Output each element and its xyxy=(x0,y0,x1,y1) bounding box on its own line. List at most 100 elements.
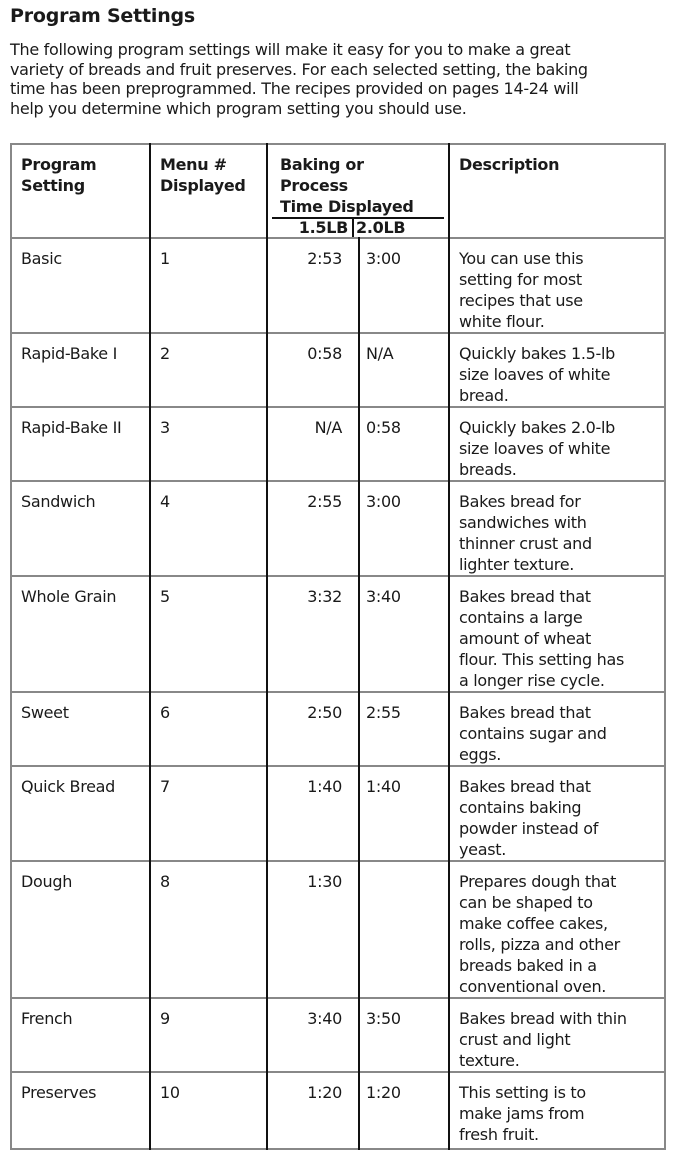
time-1-5lb-cell: 3:32 xyxy=(267,575,360,692)
description-line: make coffee cakes, xyxy=(459,914,608,933)
menu-number-cell: 4 xyxy=(150,480,268,576)
time-2-0lb-cell: 3:40 xyxy=(359,575,450,692)
description-line: bread. xyxy=(459,386,509,405)
table-row: Sweet 6 2:50 2:55 Bakes bread that contains s… xyxy=(11,691,665,766)
menu-number-cell: 5 xyxy=(150,575,268,692)
description-line: thinner crust and xyxy=(459,534,592,553)
menu-number-cell: 7 xyxy=(150,765,268,861)
description-line: Bakes bread with thin xyxy=(459,1009,627,1028)
description-line: rolls, pizza and other xyxy=(459,935,620,954)
intro-line: The following program settings will make… xyxy=(10,40,571,59)
description-line: yeast. xyxy=(459,840,507,859)
description-line: texture. xyxy=(459,1051,520,1070)
description-line: conventional oven. xyxy=(459,977,607,996)
program-setting-cell: Preserves xyxy=(11,1071,151,1149)
description-line: flour. This setting has xyxy=(459,650,625,669)
menu-number-cell: 9 xyxy=(150,997,268,1072)
table-row: Whole Grain 5 3:32 3:40 Bakes bread that cont… xyxy=(11,575,665,692)
intro-line: help you determine which program setting… xyxy=(10,98,467,118)
header-2-0lb: 2.0LB xyxy=(356,218,406,237)
description-line: Bakes bread that xyxy=(459,587,591,606)
time-1-5lb-cell: 1:20 xyxy=(267,1071,360,1149)
intro-paragraph: The following program settings will make… xyxy=(10,40,670,118)
description-line: contains sugar and xyxy=(459,724,607,743)
header-1-5lb: 1.5LB xyxy=(268,219,354,237)
time-1-5lb-cell: 2:50 xyxy=(267,691,360,766)
description-cell: Quickly bakes 1.5-lb size loaves of white… xyxy=(449,332,665,407)
header-time-displayed: Baking or Process Time Displayed 1.5LB 2.0… xyxy=(267,144,450,238)
description-line: size loaves of white xyxy=(459,365,611,384)
time-2-0lb-cell: 3:50 xyxy=(359,997,450,1072)
description-line: You can use this xyxy=(459,249,584,268)
header-description: Description xyxy=(459,155,560,174)
menu-number-cell: 8 xyxy=(150,860,268,998)
description-line: sandwiches with xyxy=(459,513,587,532)
description-line: lighter texture. xyxy=(459,555,575,574)
description-line: crust and light xyxy=(459,1030,571,1049)
table-row: Preserves 10 1:20 1:20 This setting is to mak… xyxy=(11,1071,665,1149)
description-cell: Bakes bread with thin crust and light text… xyxy=(449,997,665,1072)
program-setting-cell: Quick Bread xyxy=(11,765,151,861)
description-line: setting for most xyxy=(459,270,582,289)
table-row: French 9 3:40 3:50 Bakes bread with thin crus… xyxy=(11,997,665,1072)
menu-number-cell: 3 xyxy=(150,406,268,481)
description-line: breads baked in a xyxy=(459,956,597,975)
description-line: Bakes bread that xyxy=(459,703,591,722)
table-row: Sandwich 4 2:55 3:00 Bakes bread for sandwich… xyxy=(11,480,665,576)
time-2-0lb-cell: N/A xyxy=(359,332,450,407)
time-1-5lb-cell: N/A xyxy=(267,406,360,481)
program-setting-cell: Sweet xyxy=(11,691,151,766)
description-line: size loaves of white xyxy=(459,439,611,458)
time-1-5lb-cell: 2:55 xyxy=(267,480,360,576)
table-row: Basic 1 2:53 3:00 You can use this setting fo… xyxy=(11,237,665,333)
time-1-5lb-cell: 0:58 xyxy=(267,332,360,407)
description-line: fresh fruit. xyxy=(459,1125,539,1144)
table-header-row: Program Setting Menu # Displayed Baking or… xyxy=(11,144,665,238)
description-line: breads. xyxy=(459,460,517,479)
description-line: This setting is to xyxy=(459,1083,586,1102)
description-line: can be shaped to xyxy=(459,893,593,912)
time-2-0lb-cell: 3:00 xyxy=(359,480,450,576)
description-line: Prepares dough that xyxy=(459,872,617,891)
time-1-5lb-cell: 1:30 xyxy=(267,860,360,998)
description-cell: Bakes bread that contains a large amount o… xyxy=(449,575,665,692)
description-line: powder instead of xyxy=(459,819,599,838)
description-line: Quickly bakes 1.5-lb xyxy=(459,344,615,363)
table-row: Rapid-Bake II 3 N/A 0:58 Quickly bakes 2.0-l… xyxy=(11,406,665,481)
description-line: amount of wheat xyxy=(459,629,591,648)
program-setting-cell: Whole Grain xyxy=(11,575,151,692)
table-row: Rapid-Bake I 2 0:58 N/A Quickly bakes 1.5-lb… xyxy=(11,332,665,407)
menu-number-cell: 6 xyxy=(150,691,268,766)
description-line: make jams from xyxy=(459,1104,585,1123)
description-line: eggs. xyxy=(459,745,502,764)
intro-line: time has been preprogrammed. The recipes… xyxy=(10,79,579,98)
description-line: Quickly bakes 2.0-lb xyxy=(459,418,615,437)
description-line: contains a large xyxy=(459,608,583,627)
time-2-0lb-cell: 1:20 xyxy=(359,1071,450,1149)
table-row: Quick Bread 7 1:40 1:40 Bakes bread that cont… xyxy=(11,765,665,861)
menu-number-cell: 10 xyxy=(150,1071,268,1149)
time-2-0lb-cell: 2:55 xyxy=(359,691,450,766)
time-1-5lb-cell: 3:40 xyxy=(267,997,360,1072)
program-setting-cell: Rapid-Bake I xyxy=(11,332,151,407)
time-1-5lb-cell: 2:53 xyxy=(267,237,360,333)
time-2-0lb-cell: 1:40 xyxy=(359,765,450,861)
description-line: contains baking xyxy=(459,798,582,817)
time-2-0lb-cell xyxy=(359,860,450,998)
program-setting-cell: Sandwich xyxy=(11,480,151,576)
time-2-0lb-cell: 0:58 xyxy=(359,406,450,481)
description-line: white flour. xyxy=(459,312,545,331)
header-program-setting: Program Setting xyxy=(11,144,151,238)
description-cell: This setting is to make jams from fresh fr… xyxy=(449,1071,665,1149)
time-1-5lb-cell: 1:40 xyxy=(267,765,360,861)
description-cell: You can use this setting for most recipes … xyxy=(449,237,665,333)
program-setting-cell: French xyxy=(11,997,151,1072)
page-title: Program Settings xyxy=(10,5,196,27)
description-line: Bakes bread for xyxy=(459,492,581,511)
intro-line: variety of breads and fruit preserves. F… xyxy=(10,59,588,79)
description-cell: Bakes bread for sandwiches with thinner cr… xyxy=(449,480,665,576)
description-line: recipes that use xyxy=(459,291,583,310)
description-cell: Quickly bakes 2.0-lb size loaves of white… xyxy=(449,406,665,481)
description-cell: Bakes bread that contains sugar and eggs. xyxy=(449,691,665,766)
description-cell: Bakes bread that contains baking powder in… xyxy=(449,765,665,861)
